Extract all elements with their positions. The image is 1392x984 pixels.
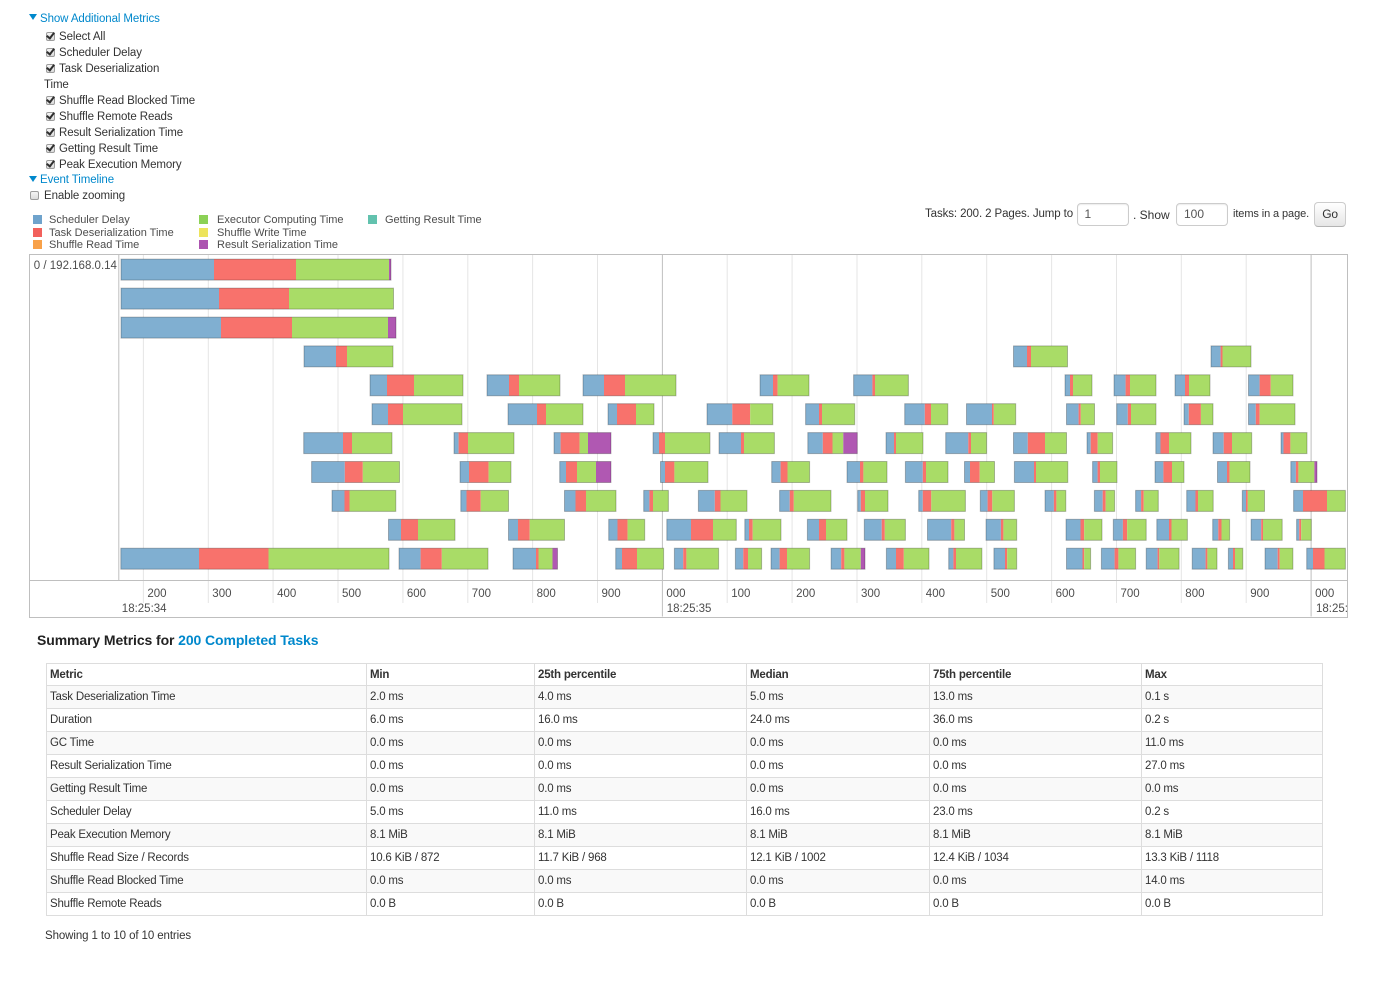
svg-text:900: 900 <box>602 588 621 600</box>
svg-text:700: 700 <box>1121 588 1140 600</box>
svg-text:18:25:36: 18:25:36 <box>1316 603 1348 615</box>
svg-text:400: 400 <box>277 588 296 600</box>
svg-text:800: 800 <box>1185 588 1204 600</box>
svg-text:500: 500 <box>342 588 361 600</box>
svg-text:600: 600 <box>407 588 426 600</box>
svg-text:100: 100 <box>731 588 750 600</box>
svg-text:900: 900 <box>1250 588 1269 600</box>
svg-text:18:25:34: 18:25:34 <box>122 603 167 615</box>
svg-text:000: 000 <box>666 588 685 600</box>
svg-text:600: 600 <box>1056 588 1075 600</box>
svg-text:0 / 192.168.0.14: 0 / 192.168.0.14 <box>34 260 118 272</box>
svg-text:300: 300 <box>212 588 231 600</box>
svg-text:000: 000 <box>1315 588 1334 600</box>
svg-text:200: 200 <box>147 588 166 600</box>
svg-text:400: 400 <box>926 588 945 600</box>
svg-text:800: 800 <box>537 588 556 600</box>
svg-text:200: 200 <box>796 588 815 600</box>
svg-text:700: 700 <box>472 588 491 600</box>
svg-text:500: 500 <box>991 588 1010 600</box>
svg-text:18:25:35: 18:25:35 <box>667 603 712 615</box>
svg-text:300: 300 <box>861 588 880 600</box>
